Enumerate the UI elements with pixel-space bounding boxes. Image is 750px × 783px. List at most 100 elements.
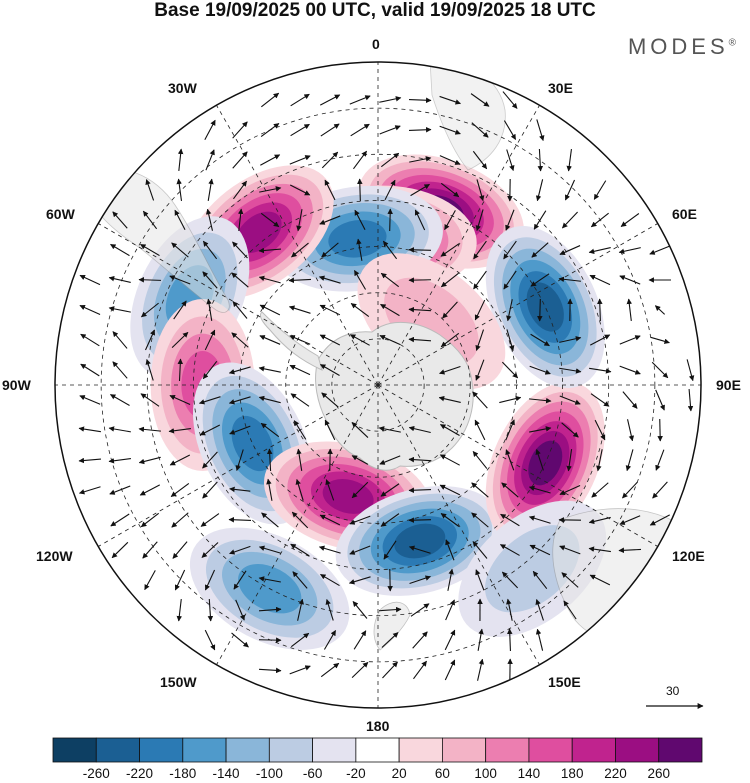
wind-vector-220 bbox=[566, 449, 573, 472]
brand-name: MODES bbox=[627, 34, 729, 59]
map-disc bbox=[55, 62, 701, 708]
wind-vector-132 bbox=[204, 329, 216, 351]
wind-vector-286 bbox=[292, 571, 308, 589]
wind-vector-169 bbox=[169, 395, 191, 405]
colorbar-tick-6: -20 bbox=[346, 766, 366, 781]
wind-vector-86 bbox=[618, 247, 641, 254]
wind-vector-72 bbox=[202, 240, 218, 260]
wind-vector-13 bbox=[320, 123, 340, 137]
colorbar-swatch-6 bbox=[312, 737, 357, 763]
wind-vector-137 bbox=[349, 334, 370, 346]
wind-vector-201 bbox=[594, 419, 606, 441]
wind-vector-203 bbox=[657, 418, 663, 442]
wind-vector-71 bbox=[171, 242, 189, 258]
wind-vector-297 bbox=[176, 599, 183, 622]
colorbar-tick-0: -260 bbox=[82, 766, 110, 781]
wind-vector-255 bbox=[440, 513, 460, 527]
colorbar-swatch-4 bbox=[225, 737, 270, 763]
wind-vector-77 bbox=[356, 238, 363, 261]
wind-vector-120 bbox=[442, 301, 458, 319]
colorbar-swatch-11 bbox=[528, 737, 573, 763]
colorbar-swatch-12 bbox=[571, 737, 616, 763]
colorbar-tick-8: 60 bbox=[434, 766, 450, 781]
wind-vector-292 bbox=[475, 569, 485, 591]
wind-vector-14 bbox=[350, 123, 370, 137]
wind-vector-271 bbox=[349, 545, 371, 555]
wind-vector-243 bbox=[652, 481, 668, 499]
wind-vector-65 bbox=[533, 210, 547, 230]
wind-vector-22 bbox=[205, 149, 215, 171]
wind-vector-236 bbox=[439, 484, 461, 496]
wind-vector-187 bbox=[168, 427, 191, 434]
wind-vector-279 bbox=[588, 546, 611, 553]
map-border bbox=[54, 61, 702, 709]
anomaly-contour-3-5 bbox=[235, 211, 282, 253]
colorbar-swatch-2 bbox=[139, 737, 184, 763]
wind-vector-17 bbox=[439, 125, 461, 135]
wind-vector-216 bbox=[439, 454, 460, 466]
wind-vector-319 bbox=[444, 629, 456, 651]
wind-vector-32 bbox=[506, 149, 515, 172]
wind-vector-64 bbox=[505, 209, 515, 231]
wind-vector-24 bbox=[260, 154, 281, 166]
wind-vector-210 bbox=[266, 448, 273, 472]
wind-vector-224 bbox=[78, 486, 101, 495]
colorbar-tick-2: -180 bbox=[169, 766, 197, 781]
wind-vector-285 bbox=[258, 576, 281, 583]
wind-vector-317 bbox=[381, 632, 399, 648]
wind-vector-174 bbox=[321, 392, 339, 408]
wind-vector-246 bbox=[171, 512, 189, 528]
wind-vector-129 bbox=[112, 331, 128, 349]
colorbar-tick-1: -220 bbox=[126, 766, 154, 781]
meridian-30 bbox=[377, 105, 540, 386]
reference-vector-label: 30 bbox=[666, 684, 680, 698]
wind-vector-294 bbox=[532, 570, 548, 590]
colorbar-swatch-0 bbox=[52, 737, 97, 763]
wind-vector-45 bbox=[440, 182, 460, 198]
colorbar-swatch-13 bbox=[615, 737, 660, 763]
wind-vector-23 bbox=[232, 151, 248, 169]
lon-label-30e: 30E bbox=[548, 80, 573, 96]
colorbar-tick-12: 220 bbox=[604, 766, 627, 781]
wind-vector-233 bbox=[351, 481, 369, 499]
wind-vector-63 bbox=[475, 209, 484, 232]
wind-vector-33 bbox=[537, 148, 544, 172]
lon-label-150w: 150W bbox=[160, 674, 197, 690]
wind-vector-113 bbox=[232, 301, 248, 319]
wind-vector-67 bbox=[590, 212, 609, 228]
wind-vector-200 bbox=[561, 422, 579, 438]
wind-vector-66 bbox=[562, 211, 578, 229]
map-title: Base 19/09/2025 00 UTC, valid 19/09/2025… bbox=[154, 0, 596, 21]
colorbar-tick-13: 260 bbox=[647, 766, 670, 781]
wind-vector-88 bbox=[79, 274, 101, 286]
wind-vector-324 bbox=[289, 665, 311, 675]
meridian-120 bbox=[377, 384, 658, 547]
wind-vector-85 bbox=[588, 247, 611, 255]
wind-vector-311 bbox=[204, 629, 216, 651]
wind-vector-323 bbox=[258, 667, 282, 674]
wind-vector-68 bbox=[620, 213, 640, 227]
wind-vector-76 bbox=[321, 242, 339, 258]
wind-vector-105 bbox=[589, 274, 611, 286]
wind-vector-287 bbox=[320, 573, 340, 587]
wind-vector-265 bbox=[172, 541, 188, 559]
wind-vector-116 bbox=[319, 304, 341, 316]
colorbar-tick-9: 100 bbox=[474, 766, 497, 781]
wind-vector-304 bbox=[378, 606, 402, 613]
wind-vector-123 bbox=[537, 298, 543, 322]
wind-vector-291 bbox=[447, 568, 454, 591]
wind-vector-80 bbox=[440, 243, 460, 257]
wind-vector-215 bbox=[408, 456, 432, 463]
wind-vector-264 bbox=[142, 541, 158, 559]
wind-vector-170 bbox=[198, 396, 221, 405]
wind-vector-309 bbox=[535, 599, 544, 621]
wind-vector-143 bbox=[530, 333, 550, 347]
wind-vector-205 bbox=[108, 458, 131, 464]
meridian-150 bbox=[377, 384, 540, 665]
wind-vector-98 bbox=[380, 272, 400, 288]
wind-vector-55 bbox=[237, 208, 244, 231]
wind-vector-249 bbox=[261, 512, 279, 528]
wind-vector-293 bbox=[501, 571, 519, 589]
wind-vector-250 bbox=[291, 511, 309, 529]
wind-vector-172 bbox=[258, 395, 281, 404]
